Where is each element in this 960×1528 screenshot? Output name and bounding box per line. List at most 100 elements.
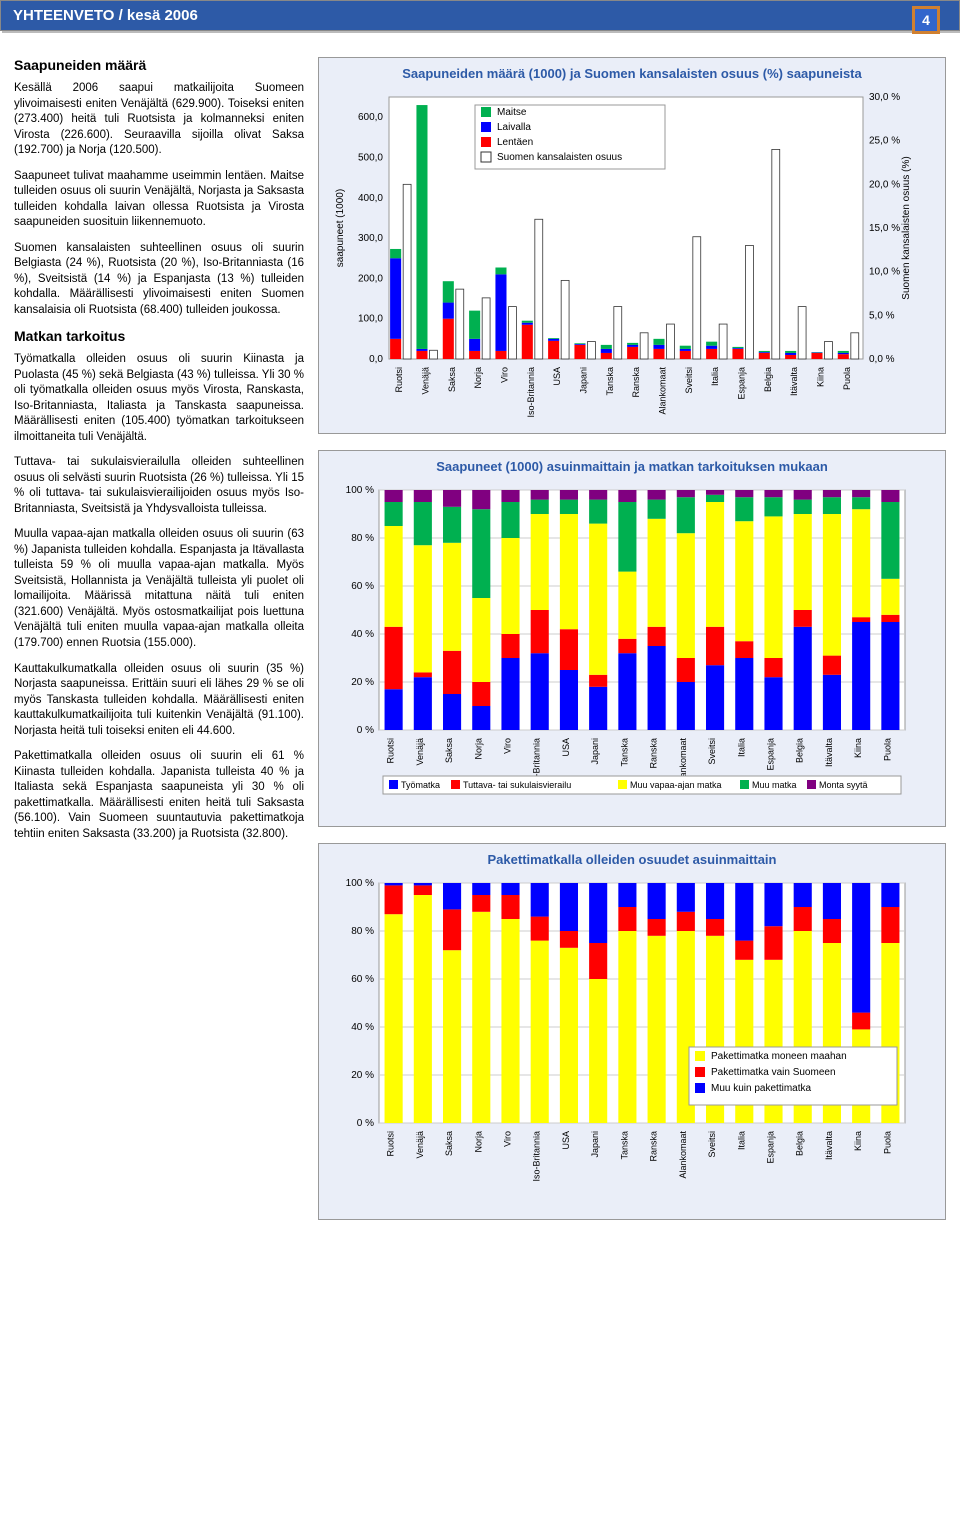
svg-text:0 %: 0 % (357, 1118, 374, 1129)
svg-text:20,0 %: 20,0 % (869, 179, 900, 190)
svg-text:Viro: Viro (500, 367, 510, 383)
svg-text:Norja: Norja (473, 367, 483, 389)
svg-text:Norja: Norja (473, 738, 483, 760)
svg-text:Ruotsi: Ruotsi (394, 367, 404, 393)
svg-text:5,0 %: 5,0 % (869, 310, 895, 321)
svg-text:Espanja: Espanja (766, 1131, 776, 1164)
svg-text:Italia: Italia (710, 367, 720, 386)
svg-text:Kiina: Kiina (853, 738, 863, 758)
page-number-badge: 4 (912, 6, 940, 34)
svg-text:Itävalta: Itävalta (789, 367, 799, 396)
svg-text:Japani: Japani (579, 367, 589, 394)
svg-text:Kiina: Kiina (853, 1131, 863, 1151)
svg-text:Sveitsi: Sveitsi (707, 1131, 717, 1158)
section2-p0: Työmatkalla olleiden osuus oli suurin Ki… (14, 352, 304, 445)
section1-title: Saapuneiden määrä (14, 57, 304, 73)
svg-text:20 %: 20 % (351, 1070, 374, 1081)
section2-p4: Pakettimatkalla olleiden osuus oli suuri… (14, 749, 304, 842)
svg-text:saapuneet (1000): saapuneet (1000) (335, 189, 346, 267)
svg-text:Suomen kansalaisten osuus: Suomen kansalaisten osuus (497, 152, 622, 163)
section2-p2: Muulla vapaa-ajan matkalla olleiden osuu… (14, 527, 304, 651)
section2-p3: Kauttakulkumatkalla olleiden osuus oli s… (14, 662, 304, 740)
chart1-body: 0,0100,0200,0300,0400,0500,0600,00,0 %5,… (329, 87, 935, 427)
svg-text:USA: USA (561, 1131, 571, 1150)
svg-text:Venäjä: Venäjä (421, 367, 431, 395)
left-column: Saapuneiden määrä Kesällä 2006 saapui ma… (14, 57, 304, 1236)
svg-text:Muu vapaa-ajan matka: Muu vapaa-ajan matka (630, 780, 722, 790)
svg-text:Iso-Britannia: Iso-Britannia (532, 1131, 542, 1182)
section2-title: Matkan tarkoitus (14, 328, 304, 344)
svg-text:100,0: 100,0 (358, 314, 383, 325)
chart3-body: 0 %20 %40 %60 %80 %100 %RuotsiVenäjäSaks… (329, 873, 935, 1213)
svg-text:USA: USA (561, 738, 571, 757)
svg-text:0 %: 0 % (357, 725, 374, 736)
svg-text:Muu matka: Muu matka (752, 780, 797, 790)
chart3-title: Pakettimatkalla olleiden osuudet asuinma… (329, 852, 935, 867)
svg-text:Belgia: Belgia (795, 1131, 805, 1156)
svg-text:Belgia: Belgia (763, 367, 773, 392)
svg-text:Belgia: Belgia (795, 738, 805, 763)
svg-text:Iso-Britannia: Iso-Britannia (526, 367, 536, 418)
svg-text:60 %: 60 % (351, 974, 374, 985)
svg-text:Tanska: Tanska (605, 367, 615, 396)
section1-p2: Suomen kansalaisten suhteellinen osuus o… (14, 241, 304, 319)
svg-text:Viro: Viro (503, 738, 513, 754)
content-columns: Saapuneiden määrä Kesällä 2006 saapui ma… (0, 31, 960, 1246)
svg-text:500,0: 500,0 (358, 152, 383, 163)
page-wrap: YHTEENVETO / kesä 2006 4 Saapuneiden mää… (0, 0, 960, 1246)
svg-text:Ruotsi: Ruotsi (386, 1131, 396, 1157)
svg-text:Ranska: Ranska (649, 1131, 659, 1162)
svg-text:10,0 %: 10,0 % (869, 267, 900, 278)
svg-text:Alankomaat: Alankomaat (658, 367, 668, 415)
svg-text:Puola: Puola (842, 367, 852, 390)
svg-text:40 %: 40 % (351, 1022, 374, 1033)
svg-text:Itävalta: Itävalta (824, 1131, 834, 1160)
svg-text:Muu kuin pakettimatka: Muu kuin pakettimatka (711, 1083, 811, 1094)
svg-text:Tanska: Tanska (619, 738, 629, 767)
svg-text:Espanja: Espanja (766, 738, 776, 771)
svg-text:Laivalla: Laivalla (497, 122, 531, 133)
header-bar: YHTEENVETO / kesä 2006 (0, 0, 960, 31)
svg-text:15,0 %: 15,0 % (869, 223, 900, 234)
right-column: Saapuneiden määrä (1000) ja Suomen kansa… (318, 57, 946, 1236)
svg-text:Kiina: Kiina (816, 367, 826, 387)
svg-text:Ranska: Ranska (631, 367, 641, 398)
svg-text:600,0: 600,0 (358, 112, 383, 123)
section1-p1: Saapuneet tulivat maahamme useimmin lent… (14, 169, 304, 231)
svg-text:Italia: Italia (736, 1131, 746, 1150)
svg-text:Venäjä: Venäjä (415, 1131, 425, 1159)
svg-text:Tanska: Tanska (619, 1131, 629, 1160)
chart1-box: Saapuneiden määrä (1000) ja Suomen kansa… (318, 57, 946, 434)
svg-text:Saksa: Saksa (447, 367, 457, 392)
svg-text:Japani: Japani (590, 1131, 600, 1158)
svg-text:Itävalta: Itävalta (824, 738, 834, 767)
svg-text:Viro: Viro (503, 1131, 513, 1147)
svg-text:Sveitsi: Sveitsi (684, 367, 694, 394)
section2-p1: Tuttava- tai sukulaisvierailulla olleide… (14, 455, 304, 517)
svg-text:Venäjä: Venäjä (415, 738, 425, 766)
svg-text:Pakettimatka vain Suomeen: Pakettimatka vain Suomeen (711, 1067, 836, 1078)
svg-text:100 %: 100 % (346, 878, 374, 889)
chart1-title: Saapuneiden määrä (1000) ja Suomen kansa… (329, 66, 935, 81)
svg-text:Ranska: Ranska (649, 738, 659, 769)
svg-text:200,0: 200,0 (358, 273, 383, 284)
section1-p0: Kesällä 2006 saapui matkailijoita Suomee… (14, 81, 304, 159)
chart2-box: Saapuneet (1000) asuinmaittain ja matkan… (318, 450, 946, 827)
svg-text:Pakettimatka moneen maahan: Pakettimatka moneen maahan (711, 1051, 847, 1062)
svg-text:40 %: 40 % (351, 629, 374, 640)
svg-text:Lentäen: Lentäen (497, 137, 533, 148)
header-title: YHTEENVETO / kesä 2006 (13, 7, 198, 24)
svg-text:400,0: 400,0 (358, 193, 383, 204)
chart3-box: Pakettimatkalla olleiden osuudet asuinma… (318, 843, 946, 1220)
svg-text:80 %: 80 % (351, 926, 374, 937)
svg-text:100 %: 100 % (346, 485, 374, 496)
svg-text:Ruotsi: Ruotsi (386, 738, 396, 764)
svg-text:Maitse: Maitse (497, 107, 527, 118)
svg-text:30,0 %: 30,0 % (869, 92, 900, 103)
svg-text:Puola: Puola (882, 1131, 892, 1154)
svg-text:Monta syytä: Monta syytä (819, 780, 868, 790)
svg-text:Norja: Norja (473, 1131, 483, 1153)
chart2-body: 0 %20 %40 %60 %80 %100 %RuotsiVenäjäSaks… (329, 480, 935, 820)
svg-text:Espanja: Espanja (737, 367, 747, 400)
svg-text:Puola: Puola (882, 738, 892, 761)
